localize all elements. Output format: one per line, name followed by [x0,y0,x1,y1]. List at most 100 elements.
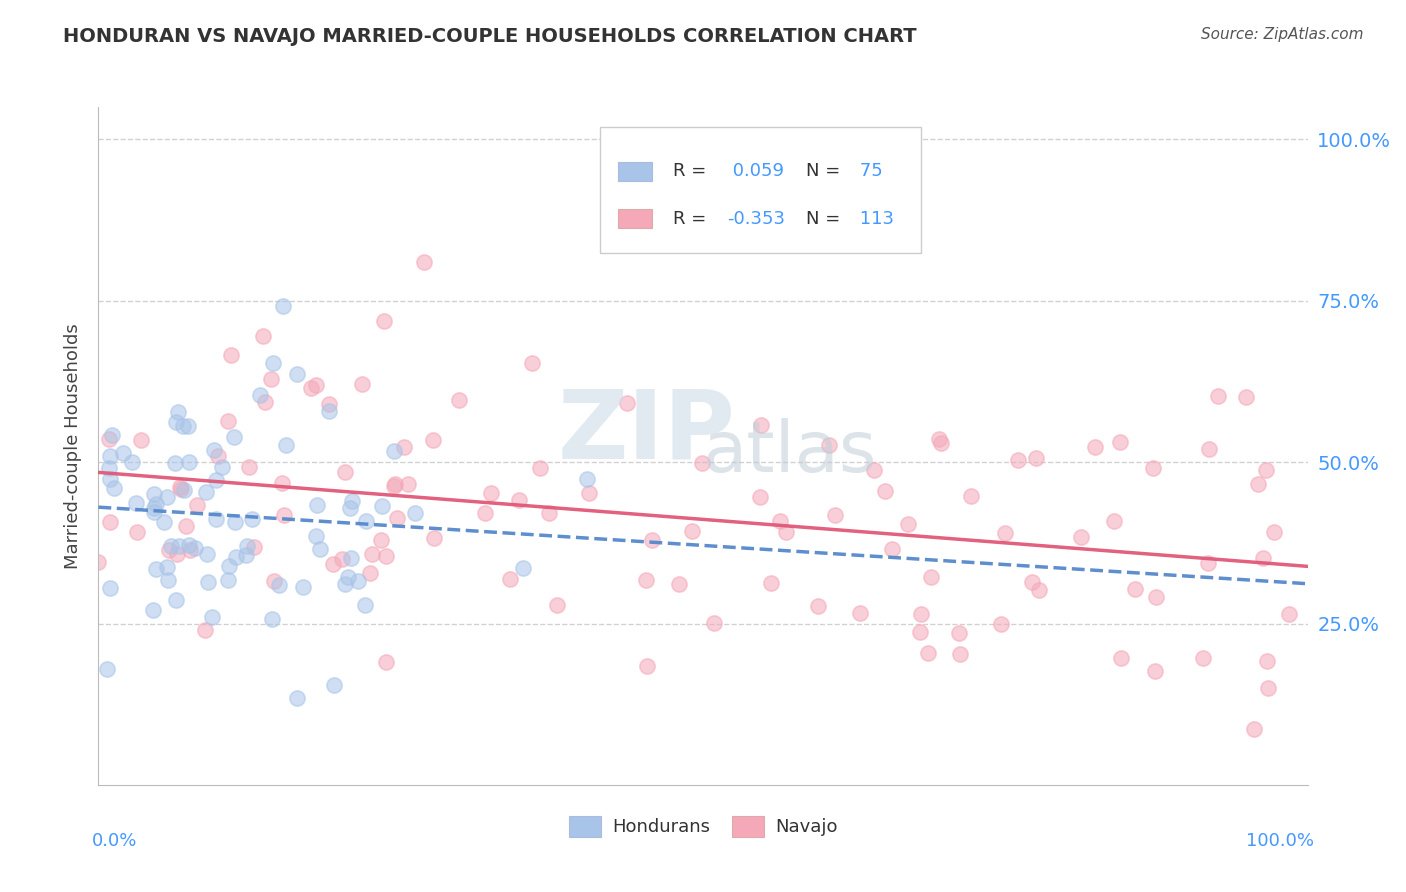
Point [807,599,830,614]
Point [125,525,148,540]
Point [374,549,396,563]
Point [197,575,219,590]
Point [142,487,165,501]
Point [217,573,239,587]
Point [292,580,315,594]
Point [262,356,284,370]
Point [751,418,773,433]
Point [1251,551,1274,566]
Point [195,547,218,561]
FancyBboxPatch shape [619,210,652,228]
Point [994,525,1017,540]
Point [177,538,200,552]
Point [690,456,713,470]
Point [322,678,344,692]
Point [318,404,340,418]
Point [576,471,599,485]
Point [167,539,190,553]
FancyBboxPatch shape [600,128,921,252]
Point [818,437,841,451]
Point [949,647,972,661]
Point [578,486,600,500]
Y-axis label: Married-couple Households: Married-couple Households [63,323,82,569]
Point [668,576,690,591]
Point [160,540,183,554]
Point [260,372,283,386]
Point [98,461,121,475]
Point [382,479,405,493]
Point [636,659,658,673]
Point [385,511,408,525]
Text: 0.0%: 0.0% [93,832,138,850]
Point [186,498,208,512]
Point [173,483,195,497]
Point [882,542,904,557]
Point [353,599,375,613]
Point [96,662,118,676]
Point [499,572,522,586]
Point [479,486,502,500]
Point [339,501,361,516]
Point [370,500,392,514]
Point [1247,477,1270,491]
Point [222,430,245,444]
Point [205,512,228,526]
Point [125,496,148,510]
Point [396,476,419,491]
Point [249,388,271,402]
Point [910,625,932,640]
Point [917,646,939,660]
Point [761,576,783,591]
Point [219,348,242,362]
Point [1256,463,1278,477]
Legend: Hondurans, Navajo: Hondurans, Navajo [561,808,845,844]
Point [384,477,406,491]
Point [1257,681,1279,695]
Point [142,602,165,616]
Text: 0.059: 0.059 [727,162,785,180]
Point [305,498,328,512]
Text: 100.0%: 100.0% [1246,832,1313,850]
Point [333,576,356,591]
Point [897,517,920,532]
Point [224,515,246,529]
Point [347,574,370,588]
Point [225,549,247,564]
Point [166,547,188,561]
Text: 113: 113 [855,210,894,227]
Point [990,617,1012,632]
Point [636,574,658,588]
Point [1108,434,1130,449]
Text: R =: R = [672,162,706,180]
Text: N =: N = [806,210,839,227]
Point [422,433,444,447]
Point [165,415,187,429]
Point [546,598,568,612]
Point [1234,390,1257,404]
Point [172,418,194,433]
Point [269,578,291,592]
Point [299,381,322,395]
Point [508,492,530,507]
Point [169,480,191,494]
Point [252,328,274,343]
Point [748,490,770,504]
Point [370,533,392,547]
Point [340,550,363,565]
Point [153,515,176,529]
Point [205,474,228,488]
Point [271,476,294,491]
Point [305,378,328,392]
Point [322,558,344,572]
Point [1143,665,1166,679]
Point [330,552,353,566]
Point [538,506,561,520]
Point [394,440,416,454]
Point [142,505,165,519]
Point [179,542,201,557]
FancyBboxPatch shape [619,162,652,181]
Point [641,533,664,547]
Point [703,615,725,630]
Text: Source: ZipAtlas.com: Source: ZipAtlas.com [1201,27,1364,42]
Point [263,574,285,588]
